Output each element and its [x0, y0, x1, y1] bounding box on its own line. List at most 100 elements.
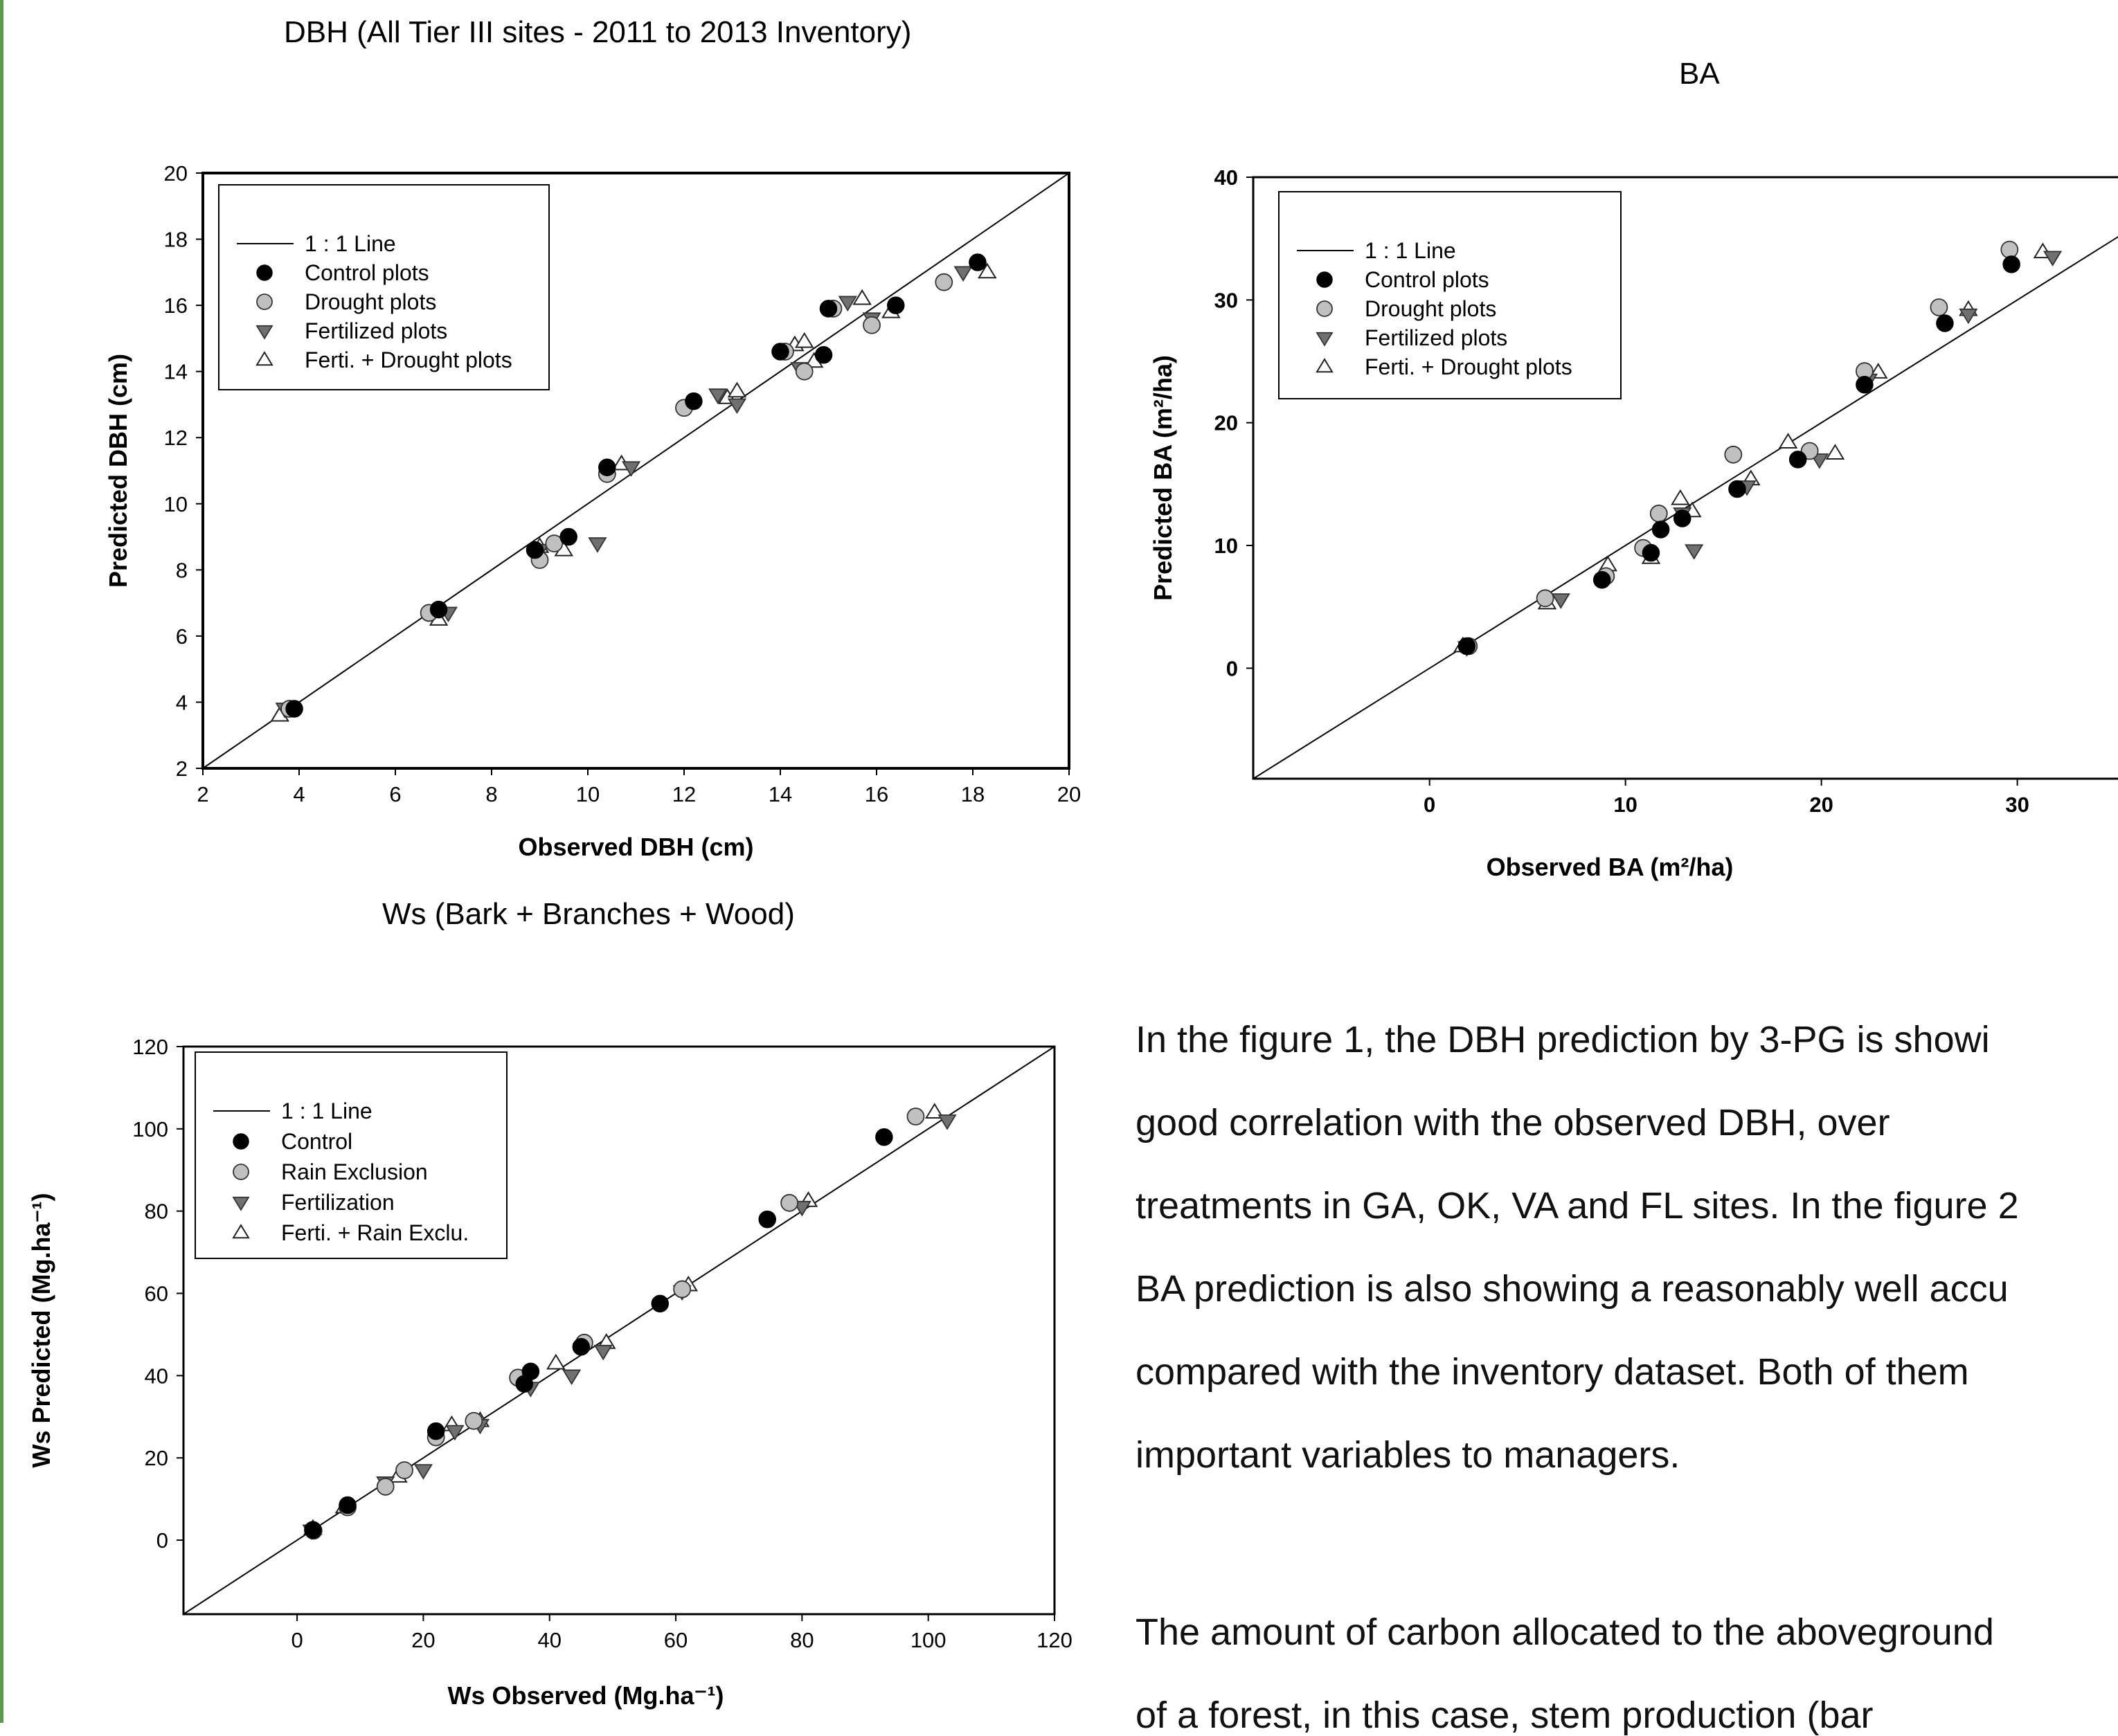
paragraph-line: In the figure 1, the DBH prediction by 3… [1136, 1019, 1990, 1060]
data-point [545, 534, 564, 553]
data-point [771, 343, 789, 361]
y-tick-label: 18 [164, 228, 188, 252]
data-point [593, 1344, 613, 1361]
data-point [1728, 480, 1746, 498]
data-point [727, 381, 747, 398]
legend-label: Ferti. + Rain Exclu. [281, 1220, 469, 1245]
x-axis-title: Observed DBH (cm) [518, 833, 753, 861]
y-tick-label: 20 [164, 161, 188, 186]
x-tick-label: 6 [389, 782, 401, 806]
chart-title-ba: BA [1679, 57, 1720, 91]
x-tick-label: 20 [411, 1628, 435, 1652]
data-point [376, 1477, 395, 1496]
legend-marker [256, 264, 273, 281]
data-point [572, 1338, 591, 1356]
y-tick-label: 10 [164, 492, 188, 516]
x-tick-label: 14 [769, 782, 792, 806]
data-point [887, 296, 905, 314]
x-tick-label: 80 [790, 1628, 814, 1652]
y-tick-label: 60 [145, 1282, 168, 1306]
data-point [339, 1496, 357, 1515]
paragraph-line: BA prediction is also showing a reasonab… [1136, 1268, 2009, 1310]
y-tick-label: 8 [176, 558, 188, 582]
y-tick-label: 14 [164, 360, 188, 384]
paragraph-line: treatments in GA, OK, VA and FL sites. I… [1136, 1185, 2019, 1227]
data-point [445, 1425, 465, 1441]
x-tick-label: 20 [1809, 793, 1833, 817]
page-left-border [0, 0, 3, 1723]
legend-marker [232, 1224, 250, 1239]
data-point [1551, 593, 1570, 609]
data-point [925, 1103, 944, 1119]
x-tick-label: 100 [910, 1628, 946, 1652]
data-point [1936, 314, 1954, 332]
y-tick-label: 30 [1214, 288, 1238, 312]
data-point [780, 1193, 799, 1212]
data-point [651, 1294, 670, 1313]
y-tick-label: 2 [176, 757, 188, 781]
x-tick-label: 18 [961, 782, 985, 806]
data-point [1825, 444, 1845, 460]
data-point [521, 1362, 540, 1381]
x-axis-title: Observed BA (m²/ha) [1487, 853, 1734, 881]
legend-marker [255, 325, 273, 340]
data-point [588, 537, 607, 553]
data-point [1457, 637, 1476, 655]
data-point [953, 266, 973, 282]
data-point [1856, 375, 1874, 394]
legend-box [195, 1051, 508, 1259]
data-point [304, 1521, 322, 1539]
one-to-one-line [1253, 236, 2118, 779]
data-point [906, 1107, 925, 1125]
y-tick-label: 20 [1214, 411, 1238, 435]
data-point [875, 1128, 893, 1146]
data-point [1536, 589, 1554, 608]
y-tick-label: 4 [176, 690, 188, 714]
legend-box [1278, 191, 1622, 399]
legend-label: Fertilized plots [305, 318, 447, 343]
x-tick-label: 30 [2005, 793, 2029, 817]
legend-label: Control [281, 1129, 352, 1154]
paragraph-line: important variables to managers. [1136, 1434, 1680, 1476]
data-point [562, 1369, 582, 1385]
chart-title-ws: Ws (Bark + Branches + Wood) [382, 897, 795, 931]
data-point [427, 1422, 445, 1440]
data-point [708, 388, 728, 404]
data-point [673, 1280, 692, 1299]
y-tick-label: 20 [145, 1446, 168, 1470]
legend-marker [1316, 300, 1333, 317]
data-point [969, 253, 987, 271]
data-point [838, 296, 857, 311]
data-point [1930, 298, 1948, 316]
x-axis-title: Ws Observed (Mg.ha⁻¹) [447, 1681, 724, 1710]
paragraph-line: of a forest, in this case, stem producti… [1136, 1694, 1874, 1736]
legend-marker [255, 351, 273, 366]
legend-label: Control plots [305, 260, 429, 285]
data-point [727, 398, 747, 415]
x-tick-label: 120 [1036, 1628, 1073, 1652]
one-to-one-line [202, 172, 1070, 769]
y-tick-label: 12 [164, 426, 188, 450]
x-tick-label: 60 [664, 1628, 688, 1652]
data-point [1642, 543, 1660, 562]
legend-label: 1 : 1 Line [305, 231, 396, 256]
data-point [794, 332, 814, 348]
x-tick-label: 10 [576, 782, 600, 806]
data-point [795, 362, 814, 381]
legend-label: Ferti. + Drought plots [1365, 354, 1572, 379]
y-tick-label: 40 [1214, 165, 1238, 190]
data-point [429, 600, 448, 619]
legend-label: Fertilized plots [1365, 325, 1507, 350]
chart-title-dbh: DBH (All Tier III sites - 2011 to 2013 I… [284, 15, 912, 49]
paragraph-line: compared with the inventory dataset. Bot… [1136, 1351, 1969, 1393]
data-point [526, 541, 544, 559]
legend-label: Rain Exclusion [281, 1159, 428, 1184]
data-point [413, 1464, 433, 1480]
data-point [863, 316, 881, 334]
data-point [2043, 251, 2063, 266]
y-tick-label: 120 [132, 1035, 168, 1059]
legend-box [218, 184, 550, 390]
